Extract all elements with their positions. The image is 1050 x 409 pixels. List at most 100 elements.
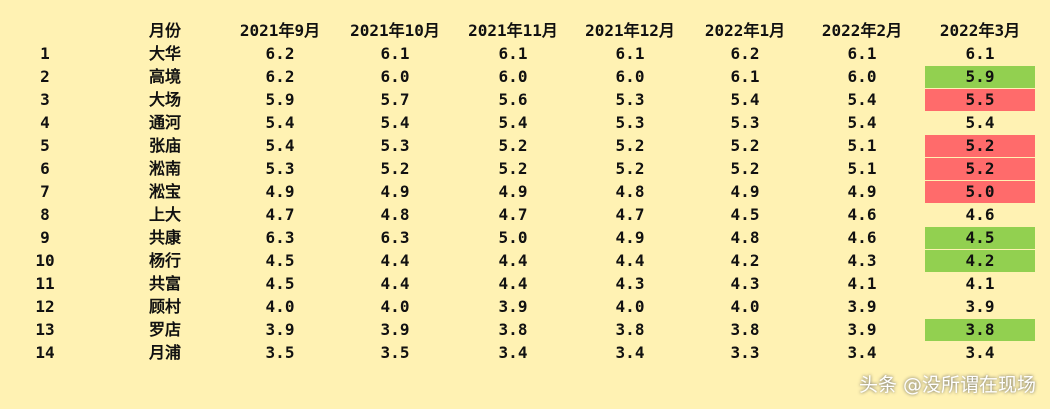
value-cell: 5.3 bbox=[265, 159, 295, 178]
value-cell: 6.2 bbox=[265, 67, 295, 86]
header-cell: 2021年12月 bbox=[585, 21, 675, 40]
value-cell: 5.2 bbox=[730, 159, 760, 178]
value-cell: 6.2 bbox=[730, 44, 760, 63]
value-cell: 3.8 bbox=[615, 320, 645, 339]
value-cell: 5.4 bbox=[265, 113, 295, 132]
value-cell: 5.2 bbox=[498, 136, 528, 155]
value-cell: 6.0 bbox=[615, 67, 645, 86]
value-cell: 6.1 bbox=[380, 44, 410, 63]
value-cell: 5.4 bbox=[380, 113, 410, 132]
value-cell: 5.2 bbox=[498, 159, 528, 178]
value-cell: 4.3 bbox=[730, 274, 760, 293]
row-index: 1 bbox=[40, 44, 50, 63]
value-cell: 3.9 bbox=[380, 320, 410, 339]
header-cell: 月份 bbox=[148, 21, 181, 40]
value-cell: 5.2 bbox=[965, 136, 995, 155]
value-cell: 5.4 bbox=[265, 136, 295, 155]
value-cell: 4.8 bbox=[730, 228, 760, 247]
value-cell: 4.3 bbox=[615, 274, 645, 293]
value-cell: 4.4 bbox=[498, 274, 528, 293]
row-index: 11 bbox=[35, 274, 55, 293]
row-name: 顾村 bbox=[148, 297, 181, 316]
value-cell: 4.6 bbox=[847, 228, 877, 247]
header-cell: 2022年3月 bbox=[939, 21, 1021, 40]
value-cell: 4.4 bbox=[498, 251, 528, 270]
value-cell: 6.2 bbox=[265, 44, 295, 63]
highlight-cell bbox=[925, 319, 1035, 341]
highlight-cell bbox=[925, 250, 1035, 272]
value-cell: 4.5 bbox=[730, 205, 760, 224]
value-cell: 4.4 bbox=[615, 251, 645, 270]
value-cell: 4.9 bbox=[615, 228, 645, 247]
value-cell: 4.8 bbox=[380, 205, 410, 224]
row-name: 淞宝 bbox=[148, 182, 181, 201]
row-index: 2 bbox=[40, 67, 50, 86]
row-index: 10 bbox=[35, 251, 55, 270]
value-cell: 5.0 bbox=[498, 228, 528, 247]
row-name: 大场 bbox=[148, 90, 181, 109]
header-cell: 2021年11月 bbox=[468, 21, 558, 40]
value-cell: 4.1 bbox=[847, 274, 877, 293]
row-index: 6 bbox=[40, 159, 50, 178]
row-name: 共富 bbox=[148, 274, 181, 293]
value-cell: 6.3 bbox=[265, 228, 295, 247]
highlight-cell bbox=[925, 66, 1035, 88]
value-cell: 3.4 bbox=[615, 343, 645, 362]
row-index: 13 bbox=[35, 320, 55, 339]
value-cell: 4.2 bbox=[730, 251, 760, 270]
value-cell: 4.4 bbox=[380, 251, 410, 270]
value-cell: 5.3 bbox=[615, 113, 645, 132]
value-cell: 4.9 bbox=[380, 182, 410, 201]
value-cell: 3.4 bbox=[847, 343, 877, 362]
value-cell: 4.8 bbox=[615, 182, 645, 201]
value-cell: 4.5 bbox=[265, 274, 295, 293]
value-cell: 4.0 bbox=[380, 297, 410, 316]
value-cell: 4.9 bbox=[498, 182, 528, 201]
value-cell: 6.0 bbox=[380, 67, 410, 86]
row-name: 上大 bbox=[148, 205, 181, 224]
highlight-cell bbox=[925, 227, 1035, 249]
header-cell: 2022年1月 bbox=[704, 21, 786, 40]
value-cell: 6.1 bbox=[615, 44, 645, 63]
row-name: 罗店 bbox=[148, 320, 181, 339]
value-cell: 3.9 bbox=[965, 297, 995, 316]
value-cell: 5.7 bbox=[380, 90, 410, 109]
value-cell: 4.3 bbox=[847, 251, 877, 270]
row-index: 5 bbox=[40, 136, 50, 155]
value-cell: 4.0 bbox=[615, 297, 645, 316]
highlight-cell bbox=[925, 89, 1035, 111]
value-cell: 6.0 bbox=[847, 67, 877, 86]
value-cell: 5.1 bbox=[847, 159, 877, 178]
watermark: 头条 @没所谓在现场 bbox=[858, 374, 1036, 396]
value-cell: 4.2 bbox=[965, 251, 995, 270]
value-cell: 4.1 bbox=[965, 274, 995, 293]
value-cell: 3.8 bbox=[730, 320, 760, 339]
value-cell: 6.3 bbox=[380, 228, 410, 247]
value-cell: 4.6 bbox=[965, 205, 995, 224]
value-cell: 3.5 bbox=[265, 343, 295, 362]
value-cell: 3.3 bbox=[730, 343, 760, 362]
value-cell: 5.3 bbox=[615, 90, 645, 109]
row-index: 9 bbox=[40, 228, 50, 247]
value-cell: 4.9 bbox=[730, 182, 760, 201]
value-cell: 4.9 bbox=[847, 182, 877, 201]
value-cell: 5.9 bbox=[965, 67, 995, 86]
value-cell: 4.4 bbox=[380, 274, 410, 293]
row-name: 共康 bbox=[148, 228, 181, 247]
value-cell: 4.6 bbox=[847, 205, 877, 224]
row-name: 大华 bbox=[148, 44, 181, 63]
value-cell: 5.6 bbox=[498, 90, 528, 109]
value-cell: 5.4 bbox=[965, 113, 995, 132]
value-cell: 5.1 bbox=[847, 136, 877, 155]
value-cell: 3.9 bbox=[498, 297, 528, 316]
value-cell: 5.4 bbox=[498, 113, 528, 132]
value-cell: 5.3 bbox=[730, 113, 760, 132]
value-cell: 5.2 bbox=[380, 159, 410, 178]
value-cell: 4.0 bbox=[265, 297, 295, 316]
row-index: 3 bbox=[40, 90, 50, 109]
row-name: 杨行 bbox=[148, 251, 181, 270]
value-cell: 5.4 bbox=[730, 90, 760, 109]
value-cell: 3.9 bbox=[847, 297, 877, 316]
row-name: 月浦 bbox=[148, 343, 181, 362]
value-cell: 4.9 bbox=[265, 182, 295, 201]
